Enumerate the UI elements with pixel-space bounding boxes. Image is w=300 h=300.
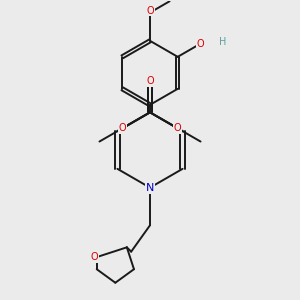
Text: O: O <box>174 123 182 134</box>
Text: O: O <box>197 39 204 49</box>
Text: O: O <box>91 252 98 262</box>
Text: N: N <box>146 183 154 193</box>
Text: O: O <box>146 76 154 86</box>
Text: O: O <box>146 6 154 16</box>
Text: O: O <box>146 76 154 86</box>
Text: O: O <box>118 123 126 134</box>
Text: H: H <box>219 37 226 47</box>
